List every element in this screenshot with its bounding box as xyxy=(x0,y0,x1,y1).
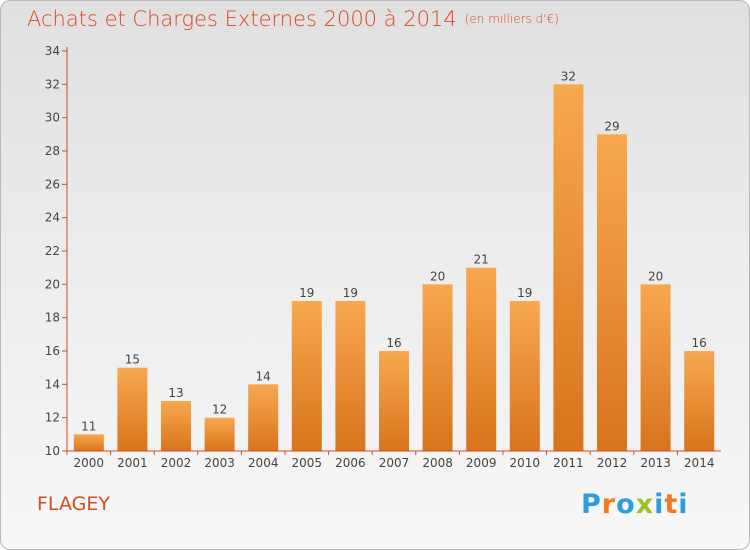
bar xyxy=(73,434,104,451)
bar xyxy=(379,351,409,451)
y-tick-label: 14 xyxy=(45,377,60,391)
chart-title: Achats et Charges Externes 2000 à 2014 (e… xyxy=(27,7,559,31)
x-tick-label: 2012 xyxy=(597,456,628,470)
bar xyxy=(597,134,627,452)
y-tick-label: 30 xyxy=(45,111,60,125)
y-tick-label: 26 xyxy=(45,177,60,191)
bar-value-label: 15 xyxy=(125,353,140,367)
bar-value-label: 16 xyxy=(692,336,707,350)
x-tick-label: 2009 xyxy=(466,456,497,470)
x-tick-label: 2007 xyxy=(379,456,410,470)
bar xyxy=(117,367,148,451)
y-tick-label: 34 xyxy=(45,44,60,58)
logo-letter: o xyxy=(616,489,636,520)
bar-value-label: 13 xyxy=(168,386,183,400)
bar xyxy=(204,417,235,451)
y-tick-label: 24 xyxy=(45,211,60,225)
bar xyxy=(248,384,279,451)
x-tick-label: 2008 xyxy=(422,456,453,470)
bar xyxy=(466,267,497,451)
chart-title-text: Achats et Charges Externes 2000 à 2014 xyxy=(27,7,457,31)
bar xyxy=(553,84,584,452)
logo-letter: i xyxy=(654,489,665,520)
bar xyxy=(509,301,540,451)
bar-value-label: 19 xyxy=(517,286,532,300)
commune-name: FLAGEY xyxy=(37,493,110,515)
y-tick-label: 16 xyxy=(45,344,60,358)
logo-letter: x xyxy=(635,489,655,520)
bar xyxy=(640,284,671,451)
bar-value-label: 14 xyxy=(256,369,271,383)
bar xyxy=(422,284,453,451)
bar-value-label: 19 xyxy=(343,286,358,300)
logo-letter: r xyxy=(601,489,617,520)
x-tick-label: 2014 xyxy=(684,456,715,470)
bar-value-label: 32 xyxy=(561,69,576,83)
bar xyxy=(335,301,366,451)
x-tick-label: 2006 xyxy=(335,456,366,470)
bar xyxy=(161,401,191,451)
chart-unit: (en milliers d'€) xyxy=(464,12,559,26)
x-tick-label: 2000 xyxy=(74,456,105,470)
x-tick-label: 2001 xyxy=(117,456,148,470)
y-tick-label: 28 xyxy=(45,144,60,158)
bar-value-label: 11 xyxy=(81,419,96,433)
x-tick-label: 2005 xyxy=(292,456,323,470)
x-tick-label: 2010 xyxy=(510,456,541,470)
proxiti-logo[interactable]: Proxiti xyxy=(581,489,689,520)
bar-value-label: 29 xyxy=(604,119,619,133)
y-tick-label: 22 xyxy=(45,244,60,258)
bar-value-label: 12 xyxy=(212,403,227,417)
logo-letter: i xyxy=(678,489,689,520)
x-tick-label: 2003 xyxy=(204,456,235,470)
logo-letter: t xyxy=(664,489,679,520)
bar-value-label: 19 xyxy=(299,286,314,300)
x-tick-label: 2002 xyxy=(161,456,192,470)
x-tick-label: 2011 xyxy=(553,456,584,470)
y-tick-label: 32 xyxy=(45,77,60,91)
y-tick-label: 18 xyxy=(45,311,60,325)
bar-value-label: 16 xyxy=(386,336,401,350)
bar-value-label: 20 xyxy=(648,269,663,283)
bar-value-label: 21 xyxy=(474,253,489,267)
logo-letter: P xyxy=(581,489,602,520)
x-tick-label: 2004 xyxy=(248,456,279,470)
y-tick-label: 20 xyxy=(45,277,60,291)
bar xyxy=(291,301,322,451)
bar-value-label: 20 xyxy=(430,269,445,283)
bar xyxy=(684,351,715,451)
y-tick-label: 12 xyxy=(45,411,60,425)
x-tick-label: 2013 xyxy=(640,456,671,470)
y-tick-label: 10 xyxy=(45,444,60,458)
